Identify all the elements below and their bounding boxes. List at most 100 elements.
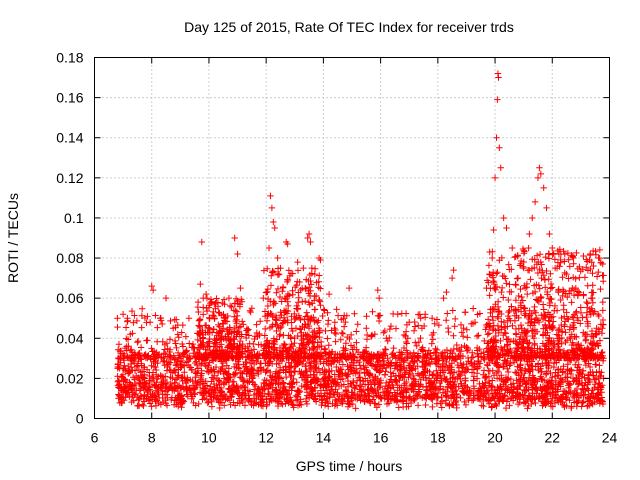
data-point	[289, 401, 296, 408]
data-point	[436, 385, 444, 392]
data-point	[210, 308, 217, 316]
data-point	[548, 284, 556, 291]
data-point	[139, 401, 146, 408]
data-point	[200, 392, 207, 399]
data-point	[138, 324, 145, 331]
data-point	[452, 386, 459, 394]
data-point	[443, 346, 451, 354]
data-point	[207, 383, 214, 390]
data-point	[250, 370, 258, 377]
data-point	[450, 332, 457, 339]
data-point	[236, 331, 243, 338]
data-point	[225, 377, 232, 384]
data-point	[562, 329, 569, 336]
data-point	[311, 384, 319, 391]
data-point	[529, 214, 536, 222]
data-point	[268, 360, 276, 367]
data-point	[359, 395, 367, 403]
x-tick-label: 12	[258, 430, 274, 446]
data-point	[164, 386, 171, 394]
data-point	[251, 391, 258, 399]
data-point	[450, 369, 458, 376]
data-point	[130, 319, 137, 326]
data-point	[195, 322, 202, 329]
grid-lines	[94, 57, 610, 419]
data-point	[329, 358, 336, 365]
data-point	[342, 388, 350, 395]
data-point	[144, 337, 151, 344]
data-point	[345, 366, 352, 373]
data-point	[152, 394, 160, 402]
data-point	[495, 396, 502, 404]
data-point	[294, 258, 301, 266]
y-tick-labels: 00.020.040.060.080.10.120.140.160.18	[56, 50, 83, 427]
data-point	[230, 334, 237, 342]
data-point	[598, 369, 605, 376]
data-point	[532, 385, 539, 392]
data-point	[227, 388, 234, 395]
data-point	[114, 323, 121, 331]
data-point	[359, 349, 367, 356]
data-point	[172, 362, 180, 369]
data-point	[324, 351, 332, 359]
data-point	[426, 360, 434, 368]
data-point	[351, 390, 358, 398]
data-point	[263, 401, 271, 408]
data-point	[403, 340, 410, 347]
data-point	[600, 277, 607, 285]
data-point	[366, 392, 373, 400]
data-point	[325, 368, 332, 376]
data-point	[171, 397, 178, 404]
data-point	[124, 354, 132, 362]
data-point	[553, 359, 560, 366]
data-point	[563, 389, 570, 397]
data-point	[476, 345, 483, 353]
data-point	[403, 384, 411, 392]
data-point	[293, 361, 301, 368]
data-point	[560, 363, 567, 370]
data-point	[370, 393, 377, 401]
data-point	[423, 383, 430, 391]
data-point	[480, 384, 487, 391]
data-point	[444, 388, 451, 395]
data-point	[201, 353, 209, 360]
data-point	[347, 331, 355, 339]
data-point	[180, 398, 188, 405]
data-point	[235, 324, 243, 331]
data-point	[204, 363, 212, 371]
data-point	[415, 338, 423, 346]
data-point	[256, 332, 263, 339]
data-point	[208, 403, 216, 410]
data-point	[311, 375, 318, 383]
data-point	[384, 337, 391, 345]
data-point	[559, 369, 566, 376]
data-point	[542, 253, 549, 261]
data-point	[242, 334, 250, 342]
data-point	[580, 387, 587, 395]
data-point	[428, 315, 436, 322]
data-point	[414, 370, 422, 377]
data-point	[462, 309, 469, 316]
data-point	[146, 319, 154, 326]
data-point	[372, 389, 379, 397]
data-point	[391, 395, 398, 402]
x-tick-label: 18	[430, 430, 446, 446]
data-point	[196, 316, 204, 324]
data-point	[294, 402, 302, 409]
data-point	[268, 393, 276, 401]
data-point	[328, 386, 336, 393]
data-point	[121, 362, 128, 369]
data-point	[220, 381, 228, 388]
data-point	[314, 378, 321, 385]
data-point	[377, 363, 384, 370]
data-point	[333, 363, 340, 371]
data-point	[520, 336, 528, 344]
data-point	[422, 360, 429, 367]
data-point	[303, 309, 310, 316]
data-point	[543, 390, 551, 397]
data-point	[595, 389, 603, 396]
data-point	[371, 381, 378, 388]
data-point	[262, 325, 269, 333]
data-point	[485, 397, 492, 404]
data-point	[282, 363, 289, 371]
